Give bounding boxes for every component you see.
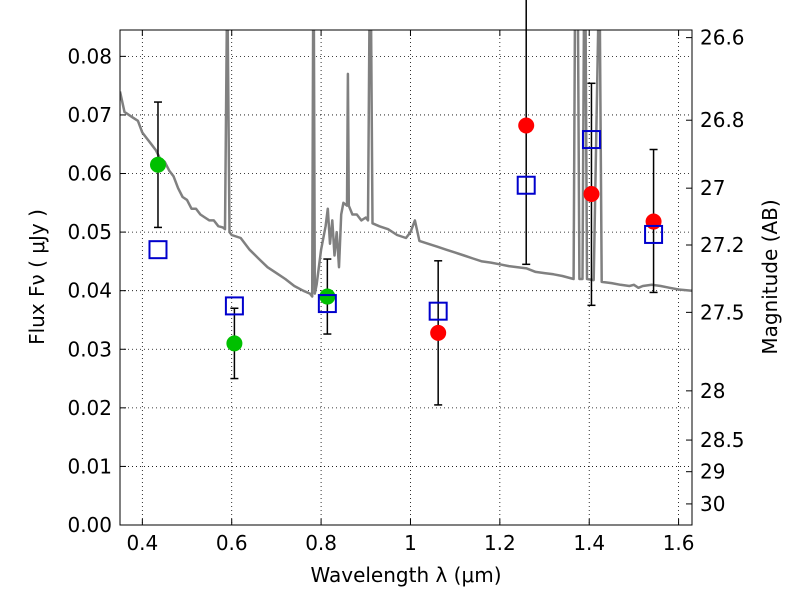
mag-tick-label: 28.5 [700,428,745,452]
y-tick-label: 0.03 [67,337,112,361]
x-tick-label: 0.8 [305,531,337,555]
model-flux-box [516,175,536,195]
observed-flux-point [226,335,243,352]
mag-tick-label: 26.6 [700,26,745,50]
observed-flux-point [518,117,535,134]
y-tick-label: 0.06 [67,162,112,186]
y-tick-label: 0.04 [67,279,112,303]
y-tick-label: 0.00 [67,513,112,537]
tick-layer [120,30,692,526]
sed-model-line [120,30,692,298]
y-tick-label: 0.08 [67,44,112,68]
y-axis-label: Flux Fν ( μJy ) [25,209,49,345]
sed-curve-layer [120,30,692,298]
observed-flux-point [149,156,166,173]
model-flux-box [317,294,337,314]
mag-tick-label: 27 [700,176,725,200]
plot-frame [119,29,693,526]
model-flux-box [644,224,664,244]
x-tick-label: 0.4 [126,531,158,555]
mag-tick-label: 29 [700,460,725,484]
x-tick-label: 1.6 [663,531,695,555]
y-tick-label: 0.07 [67,103,112,127]
mag-tick-label: 27.5 [700,300,745,324]
mag-tick-label: 26.8 [700,108,745,132]
y-tick-label: 0.05 [67,220,112,244]
right-axis-label: Magnitude (AB) [758,199,782,354]
model-flux-box [224,296,244,316]
observed-flux-point [583,186,600,203]
mag-tick-label: 28 [700,379,725,403]
x-tick-label: 1 [404,531,417,555]
y-tick-label: 0.01 [67,454,112,478]
model-flux-box [581,130,601,150]
mag-tick-label: 30 [700,492,725,516]
observed-flux-point [319,288,336,305]
x-tick-label: 1.2 [484,531,516,555]
observed-flux-point [645,213,662,230]
y-tick-label: 0.02 [67,396,112,420]
tick-label-layer: 0.4 0.6 0.8 1 1.2 1.4 1.6 0.00 0.01 0.02 0.03 0.04 0… [67,26,744,555]
model-flux-box [148,240,168,260]
model-flux-box [428,301,448,321]
point-layer [148,117,664,352]
observed-flux-point [430,324,447,341]
x-tick-label: 1.4 [573,531,605,555]
mag-tick-label: 27.2 [700,233,745,257]
x-axis-label: Wavelength λ (μm) [310,563,501,587]
x-tick-label: 0.6 [216,531,248,555]
